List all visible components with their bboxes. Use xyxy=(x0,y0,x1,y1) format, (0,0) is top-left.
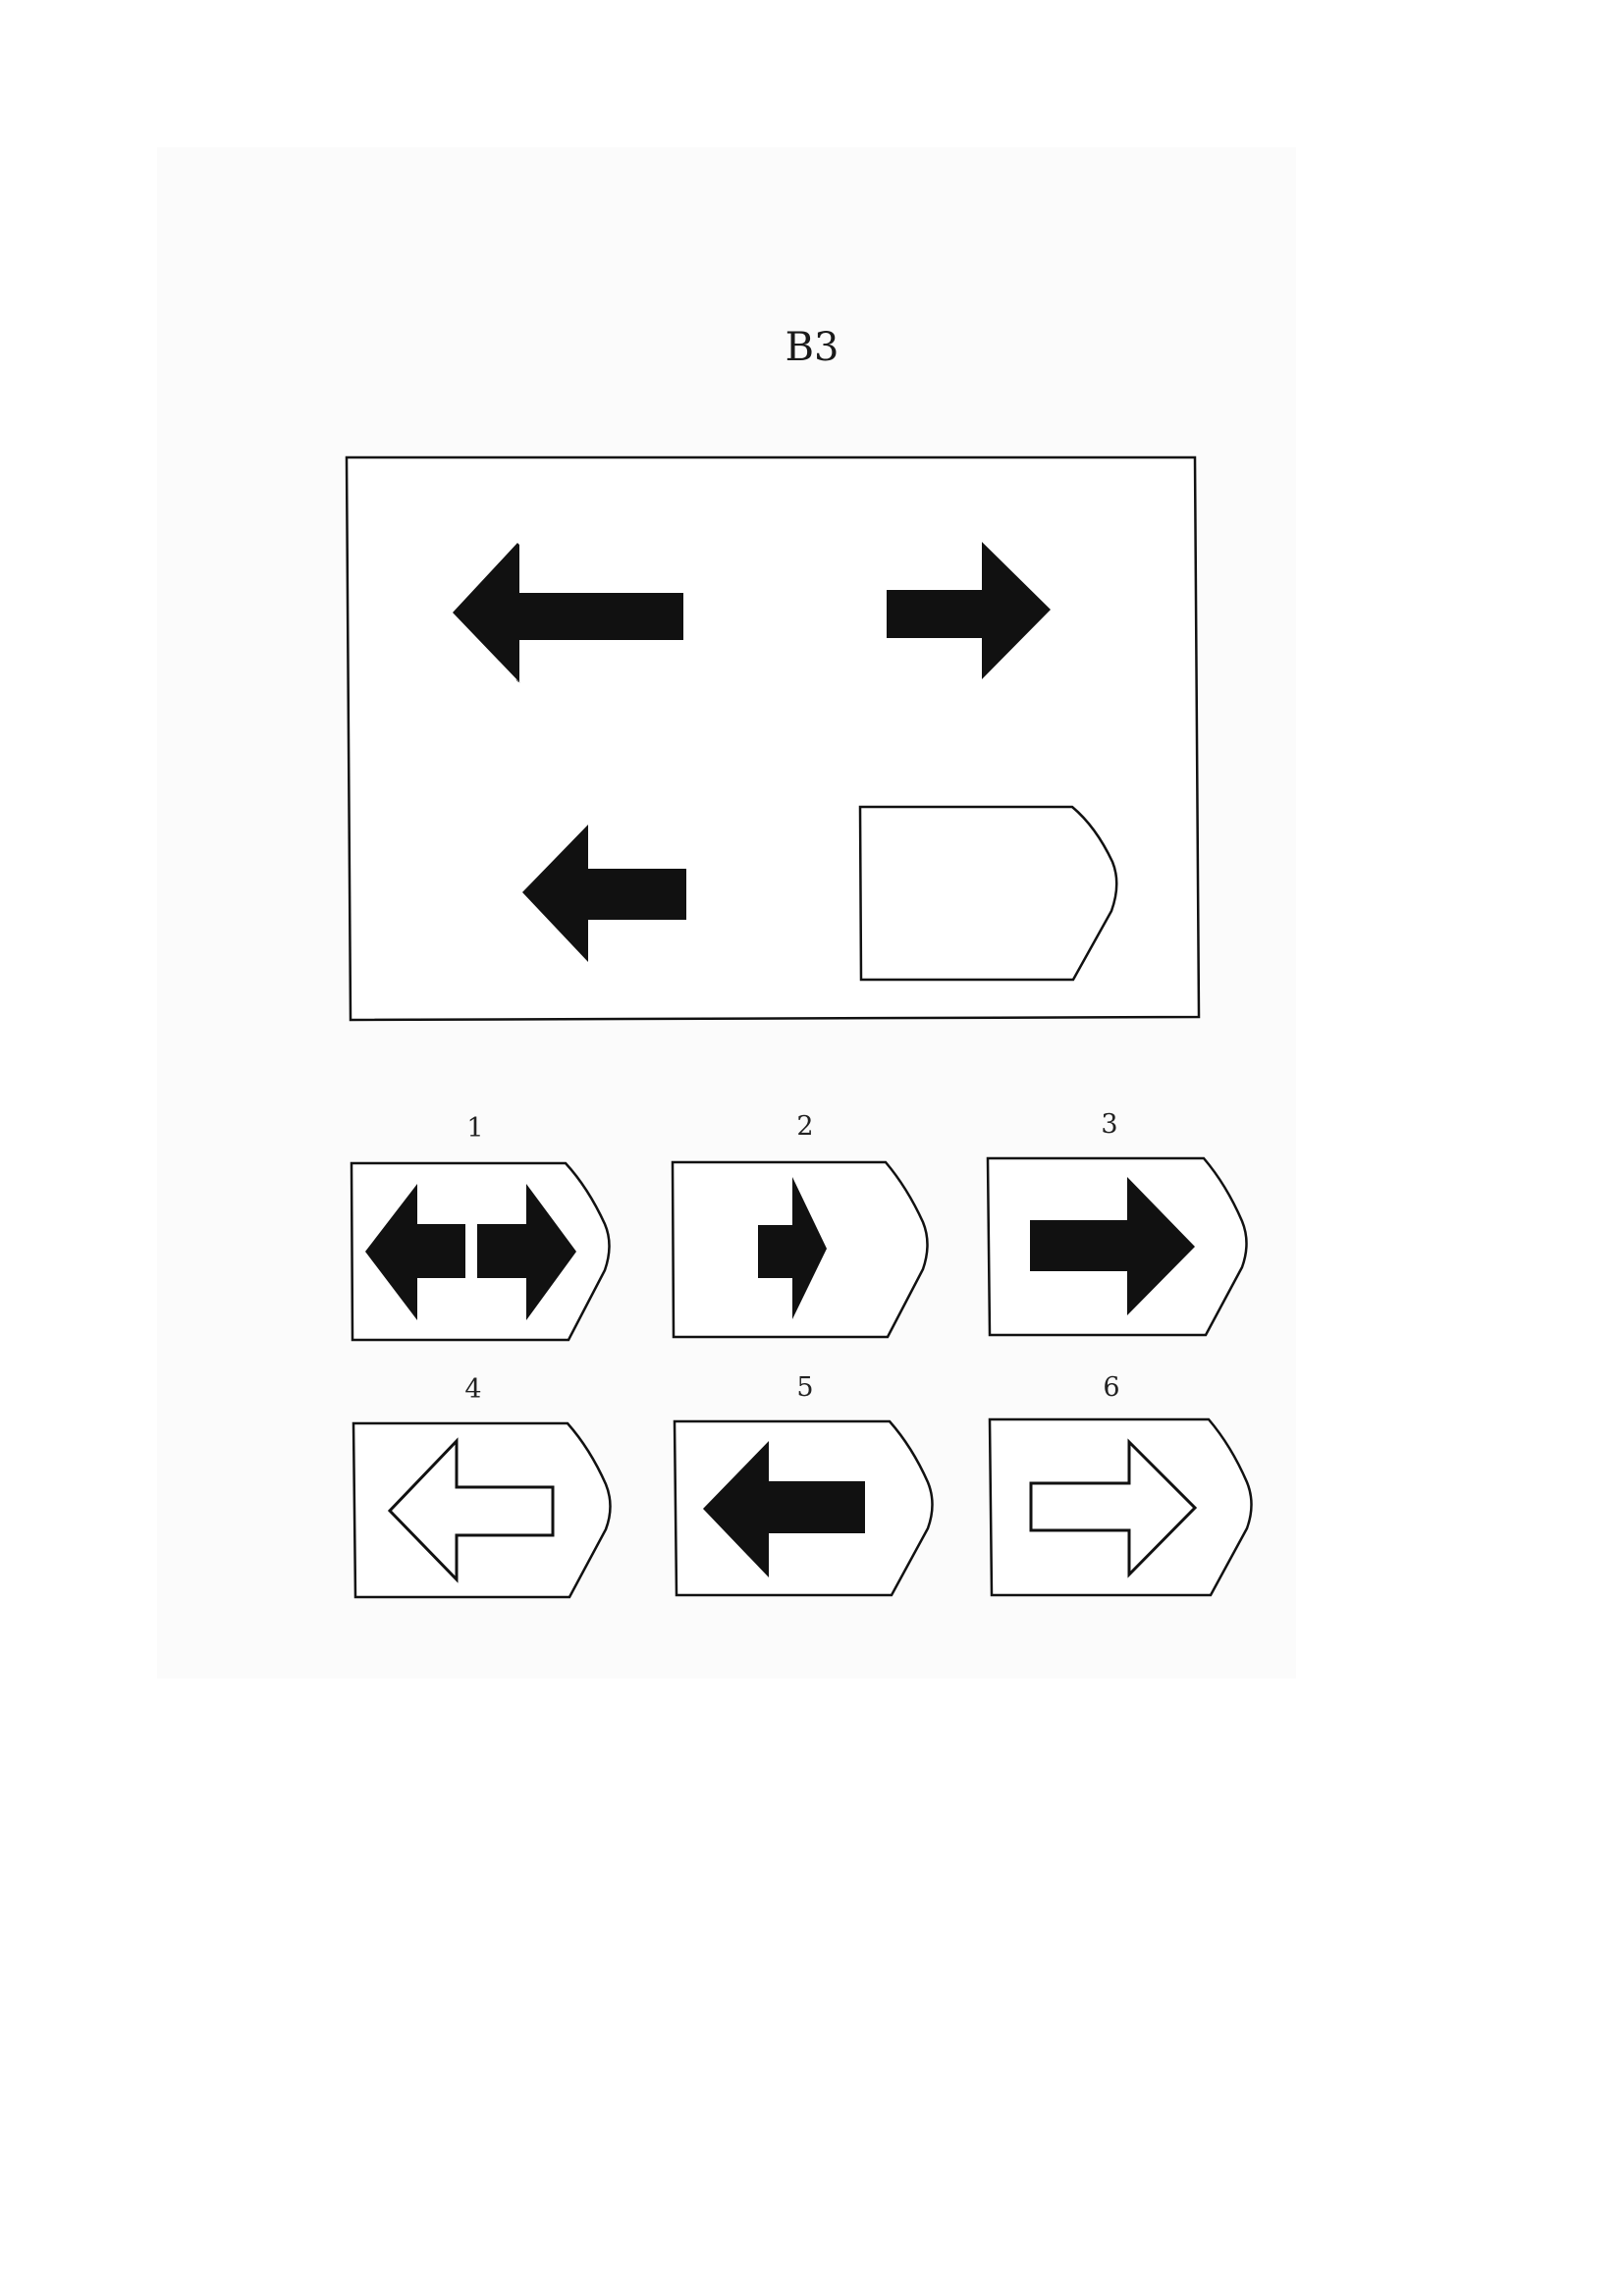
matrix-arrow-top-right xyxy=(887,542,1051,679)
option-6[interactable] xyxy=(988,1417,1253,1597)
option-number-4: 4 xyxy=(464,1374,482,1405)
option-6-arrow xyxy=(1029,1438,1198,1578)
option-4[interactable] xyxy=(352,1421,612,1599)
option-4-arrow xyxy=(387,1437,555,1583)
option-2-arrow xyxy=(758,1177,827,1319)
option-3-arrow xyxy=(1030,1177,1195,1315)
option-3[interactable] xyxy=(986,1156,1248,1337)
option-number-2: 2 xyxy=(796,1111,814,1142)
option-number-1: 1 xyxy=(466,1113,484,1144)
option-1-right-arrow xyxy=(477,1184,576,1320)
matrix-missing-piece xyxy=(858,805,1118,982)
option-number-6: 6 xyxy=(1103,1372,1120,1403)
option-1-left-arrow xyxy=(365,1184,465,1320)
option-2[interactable] xyxy=(671,1160,929,1339)
page-title: B3 xyxy=(785,325,839,370)
option-5-arrow xyxy=(703,1441,865,1577)
matrix-arrow-top-left xyxy=(453,543,683,683)
option-number-3: 3 xyxy=(1101,1109,1118,1140)
matrix-arrow-bottom-left xyxy=(522,825,686,962)
option-1[interactable] xyxy=(350,1161,611,1342)
option-number-5: 5 xyxy=(796,1372,814,1403)
option-5[interactable] xyxy=(673,1419,934,1597)
